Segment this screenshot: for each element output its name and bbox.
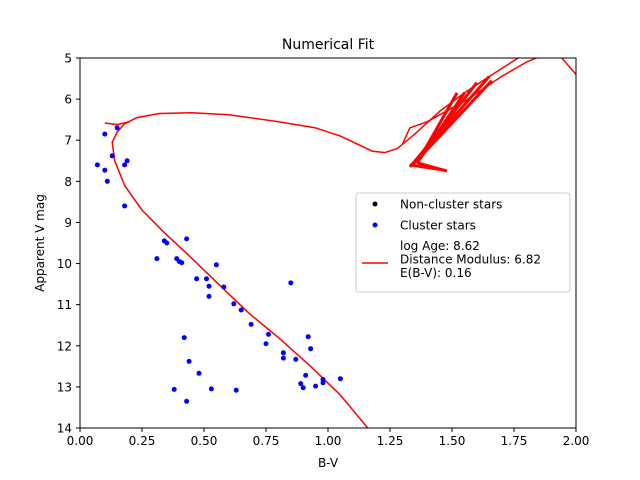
y-tick-label: 6 — [64, 93, 72, 107]
legend-fit-label-line: log Age: 8.62 — [400, 239, 480, 253]
x-axis-label: B-V — [318, 456, 339, 470]
cluster-star-point — [300, 385, 306, 391]
x-axis-ticks: 0.00 0.25 0.50 0.75 1.00 1.25 1.50 1.75 2.00 — [67, 428, 590, 448]
cluster-star-point — [194, 276, 200, 282]
x-tick-label: 1.00 — [315, 434, 342, 448]
y-tick-label: 14 — [57, 422, 72, 436]
cluster-star-point — [238, 307, 244, 313]
x-tick-label: 1.25 — [377, 434, 404, 448]
y-tick-label: 8 — [64, 175, 72, 189]
cluster-star-point — [308, 346, 314, 352]
chart-title: Numerical Fit — [282, 37, 375, 53]
cluster-star-point — [248, 321, 254, 327]
cluster-star-point — [233, 387, 239, 393]
y-axis-label: Apparent V mag — [33, 194, 47, 292]
x-tick-label: 0.50 — [191, 434, 218, 448]
cluster-star-point — [305, 334, 311, 340]
cluster-star-point — [263, 341, 269, 347]
x-tick-label: 0.00 — [67, 434, 94, 448]
cluster-star-point — [196, 370, 202, 376]
x-tick-label: 0.25 — [129, 434, 156, 448]
cluster-star-point — [102, 167, 108, 173]
x-tick-label: 1.75 — [501, 434, 528, 448]
legend-noncluster-marker — [372, 201, 378, 207]
cluster-star-point — [102, 131, 108, 137]
cluster-star-point — [313, 383, 319, 389]
cluster-stars-layer — [94, 125, 343, 404]
legend-fit-label: log Age: 8.62 Distance Modulus: 6.82 E(B-V… — [400, 239, 541, 280]
isochrone-giant-branch-upper — [560, 58, 576, 76]
cluster-star-point — [171, 386, 177, 392]
cluster-star-point — [337, 376, 343, 382]
y-tick-label: 12 — [57, 339, 72, 353]
y-tick-label: 7 — [64, 134, 72, 148]
cluster-star-point — [184, 236, 190, 242]
legend-cluster-marker — [372, 222, 378, 228]
cluster-star-point — [293, 356, 299, 362]
isochrone-red-clump-segment — [413, 79, 493, 164]
cluster-star-point — [186, 358, 192, 364]
cluster-star-point — [231, 301, 237, 307]
cluster-star-point — [94, 162, 100, 168]
cluster-star-point — [320, 377, 326, 382]
cluster-star-point — [114, 125, 120, 131]
cluster-star-point — [298, 381, 304, 387]
y-tick-label: 5 — [64, 52, 72, 66]
cluster-star-point — [154, 256, 160, 262]
cluster-star-point — [280, 355, 286, 361]
x-tick-label: 1.50 — [439, 434, 466, 448]
legend-fit-label-line: Distance Modulus: 6.82 — [400, 253, 541, 267]
cluster-star-point — [124, 158, 130, 164]
cluster-star-point — [122, 162, 128, 168]
legend-cluster-label: Cluster stars — [400, 219, 476, 233]
y-tick-label: 10 — [57, 257, 72, 271]
cluster-star-point — [179, 260, 185, 266]
y-tick-label: 9 — [64, 216, 72, 230]
y-axis-ticks: 5 6 7 8 9 10 11 12 13 14 — [57, 52, 80, 436]
y-tick-label: 13 — [57, 380, 72, 394]
cluster-star-point — [122, 203, 128, 209]
cluster-star-point — [288, 280, 294, 286]
cluster-star-point — [109, 153, 115, 159]
legend: Non-cluster stars Cluster stars log Age:… — [355, 192, 571, 293]
cluster-star-point — [208, 386, 214, 392]
cluster-star-point — [206, 293, 212, 299]
cluster-star-point — [303, 372, 309, 378]
cluster-star-point — [280, 350, 286, 356]
cluster-star-point — [266, 331, 271, 337]
legend-fit-label-line: E(B-V): 0.16 — [400, 266, 472, 280]
x-tick-label: 0.75 — [253, 434, 280, 448]
isochrone-red-clump-segment — [409, 163, 443, 172]
x-tick-label: 2.00 — [563, 434, 590, 448]
cluster-star-point — [206, 283, 212, 289]
cluster-star-point — [204, 276, 209, 282]
y-tick-label: 11 — [57, 298, 72, 312]
isochrone-turnoff-hook — [104, 120, 130, 126]
cluster-star-point — [184, 398, 190, 404]
isochrone-giant-branch — [401, 58, 539, 145]
legend-frame — [355, 192, 571, 293]
legend-noncluster-label: Non-cluster stars — [400, 198, 502, 212]
cluster-star-point — [213, 262, 219, 268]
cluster-star-point — [181, 335, 187, 341]
cluster-star-point — [104, 178, 110, 184]
cluster-star-point — [221, 284, 227, 290]
cluster-star-point — [164, 240, 170, 246]
